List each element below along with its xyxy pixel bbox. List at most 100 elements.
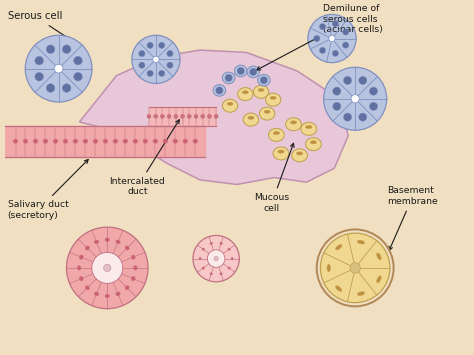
Circle shape bbox=[54, 64, 63, 73]
Ellipse shape bbox=[13, 139, 18, 143]
Ellipse shape bbox=[222, 99, 237, 112]
Circle shape bbox=[329, 36, 335, 42]
Ellipse shape bbox=[202, 248, 204, 250]
Ellipse shape bbox=[187, 115, 191, 118]
Circle shape bbox=[46, 84, 55, 92]
Ellipse shape bbox=[131, 255, 135, 259]
Ellipse shape bbox=[131, 277, 135, 281]
Circle shape bbox=[139, 50, 145, 57]
Circle shape bbox=[139, 62, 145, 68]
Ellipse shape bbox=[187, 115, 191, 118]
Circle shape bbox=[153, 56, 159, 62]
Ellipse shape bbox=[254, 85, 269, 98]
Ellipse shape bbox=[174, 115, 178, 118]
Ellipse shape bbox=[242, 91, 248, 94]
Circle shape bbox=[237, 67, 245, 75]
Text: Serous cell: Serous cell bbox=[8, 11, 76, 43]
Text: Demilune of
serous cells
(acinar cells): Demilune of serous cells (acinar cells) bbox=[257, 4, 383, 70]
Ellipse shape bbox=[377, 253, 381, 260]
Circle shape bbox=[225, 74, 232, 82]
Ellipse shape bbox=[167, 115, 171, 118]
Circle shape bbox=[216, 87, 223, 94]
Ellipse shape bbox=[273, 147, 289, 160]
Circle shape bbox=[25, 35, 92, 102]
Circle shape bbox=[332, 21, 338, 27]
Ellipse shape bbox=[53, 139, 58, 143]
Ellipse shape bbox=[167, 115, 171, 118]
Ellipse shape bbox=[103, 139, 108, 143]
Polygon shape bbox=[80, 50, 348, 185]
Ellipse shape bbox=[235, 65, 247, 77]
Ellipse shape bbox=[201, 115, 205, 118]
Circle shape bbox=[320, 233, 390, 303]
Ellipse shape bbox=[163, 139, 168, 143]
Circle shape bbox=[62, 45, 71, 54]
Circle shape bbox=[66, 227, 148, 308]
Ellipse shape bbox=[173, 139, 178, 143]
Ellipse shape bbox=[220, 242, 222, 245]
Circle shape bbox=[369, 87, 378, 95]
Ellipse shape bbox=[377, 276, 381, 283]
Ellipse shape bbox=[147, 115, 151, 118]
Ellipse shape bbox=[210, 242, 212, 245]
Circle shape bbox=[147, 70, 153, 77]
Ellipse shape bbox=[181, 115, 184, 118]
Circle shape bbox=[73, 56, 82, 65]
Ellipse shape bbox=[258, 88, 264, 92]
Ellipse shape bbox=[199, 257, 201, 260]
Circle shape bbox=[359, 113, 367, 121]
Ellipse shape bbox=[268, 129, 284, 141]
Ellipse shape bbox=[154, 115, 157, 118]
Circle shape bbox=[147, 42, 153, 49]
Ellipse shape bbox=[123, 139, 128, 143]
Ellipse shape bbox=[208, 115, 211, 118]
Ellipse shape bbox=[181, 115, 184, 118]
Ellipse shape bbox=[113, 139, 118, 143]
Ellipse shape bbox=[259, 107, 275, 120]
Ellipse shape bbox=[336, 245, 342, 250]
Ellipse shape bbox=[357, 240, 365, 244]
Text: Intercalated
duct: Intercalated duct bbox=[109, 120, 179, 197]
Ellipse shape bbox=[228, 267, 230, 269]
Ellipse shape bbox=[247, 66, 259, 78]
Circle shape bbox=[324, 67, 387, 130]
Ellipse shape bbox=[222, 72, 235, 84]
Circle shape bbox=[319, 47, 326, 54]
Circle shape bbox=[351, 95, 359, 103]
Ellipse shape bbox=[161, 115, 164, 118]
Ellipse shape bbox=[77, 266, 81, 270]
Circle shape bbox=[159, 70, 165, 77]
Circle shape bbox=[333, 87, 341, 95]
Ellipse shape bbox=[227, 102, 233, 105]
Circle shape bbox=[167, 50, 173, 57]
Ellipse shape bbox=[258, 75, 270, 86]
Circle shape bbox=[344, 76, 352, 84]
Ellipse shape bbox=[134, 266, 137, 270]
Ellipse shape bbox=[210, 273, 212, 275]
Ellipse shape bbox=[237, 88, 253, 100]
Ellipse shape bbox=[306, 138, 321, 151]
Circle shape bbox=[35, 72, 44, 81]
Ellipse shape bbox=[125, 246, 129, 250]
Text: Basement
membrane: Basement membrane bbox=[388, 186, 438, 250]
Ellipse shape bbox=[296, 152, 303, 155]
Circle shape bbox=[319, 23, 326, 30]
Ellipse shape bbox=[73, 139, 78, 143]
Ellipse shape bbox=[214, 115, 218, 118]
Ellipse shape bbox=[357, 292, 365, 295]
Ellipse shape bbox=[264, 110, 270, 113]
Circle shape bbox=[308, 15, 356, 62]
Ellipse shape bbox=[93, 139, 98, 143]
Circle shape bbox=[159, 42, 165, 49]
Ellipse shape bbox=[278, 150, 284, 153]
Ellipse shape bbox=[183, 139, 188, 143]
Ellipse shape bbox=[286, 118, 301, 131]
Ellipse shape bbox=[290, 121, 297, 124]
Ellipse shape bbox=[105, 238, 109, 242]
Ellipse shape bbox=[125, 286, 129, 290]
Ellipse shape bbox=[273, 131, 280, 135]
Ellipse shape bbox=[213, 84, 226, 96]
Ellipse shape bbox=[292, 149, 308, 162]
Circle shape bbox=[92, 252, 123, 283]
Circle shape bbox=[333, 102, 341, 110]
